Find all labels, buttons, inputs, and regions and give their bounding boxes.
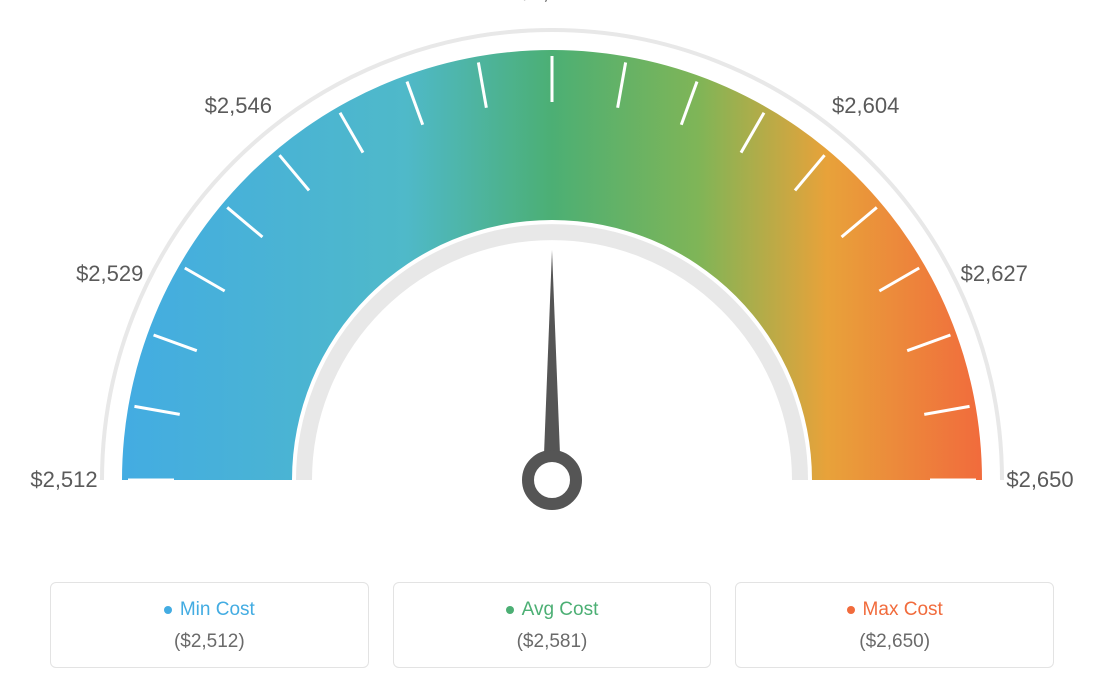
- legend-title-max: Max Cost: [746, 599, 1043, 621]
- dot-icon: [506, 606, 514, 614]
- gauge-tick-label: $2,604: [832, 93, 899, 119]
- legend-avg-value: ($2,581): [404, 631, 701, 653]
- legend-row: Min Cost ($2,512) Avg Cost ($2,581) Max …: [50, 582, 1054, 668]
- dot-icon: [164, 606, 172, 614]
- legend-card-avg: Avg Cost ($2,581): [393, 582, 712, 668]
- gauge-tick-label: $2,627: [961, 261, 1028, 287]
- legend-max-label: Max Cost: [863, 599, 943, 621]
- legend-title-avg: Avg Cost: [404, 599, 701, 621]
- legend-card-max: Max Cost ($2,650): [735, 582, 1054, 668]
- gauge-tick-label: $2,650: [1006, 467, 1073, 493]
- gauge-tick-label: $2,512: [30, 467, 97, 493]
- legend-min-value: ($2,512): [61, 631, 358, 653]
- gauge-tick-label: $2,546: [205, 93, 272, 119]
- gauge-svg: [0, 0, 1104, 550]
- legend-title-min: Min Cost: [61, 599, 358, 621]
- gauge-tick-label: $2,581: [518, 0, 585, 5]
- legend-card-min: Min Cost ($2,512): [50, 582, 369, 668]
- legend-avg-label: Avg Cost: [522, 599, 599, 621]
- gauge-tick-label: $2,529: [76, 261, 143, 287]
- gauge-chart: $2,512 $2,529 $2,546 $2,581 $2,604 $2,627 $2,6…: [0, 0, 1104, 550]
- legend-max-value: ($2,650): [746, 631, 1043, 653]
- dot-icon: [847, 606, 855, 614]
- legend-min-label: Min Cost: [180, 599, 255, 621]
